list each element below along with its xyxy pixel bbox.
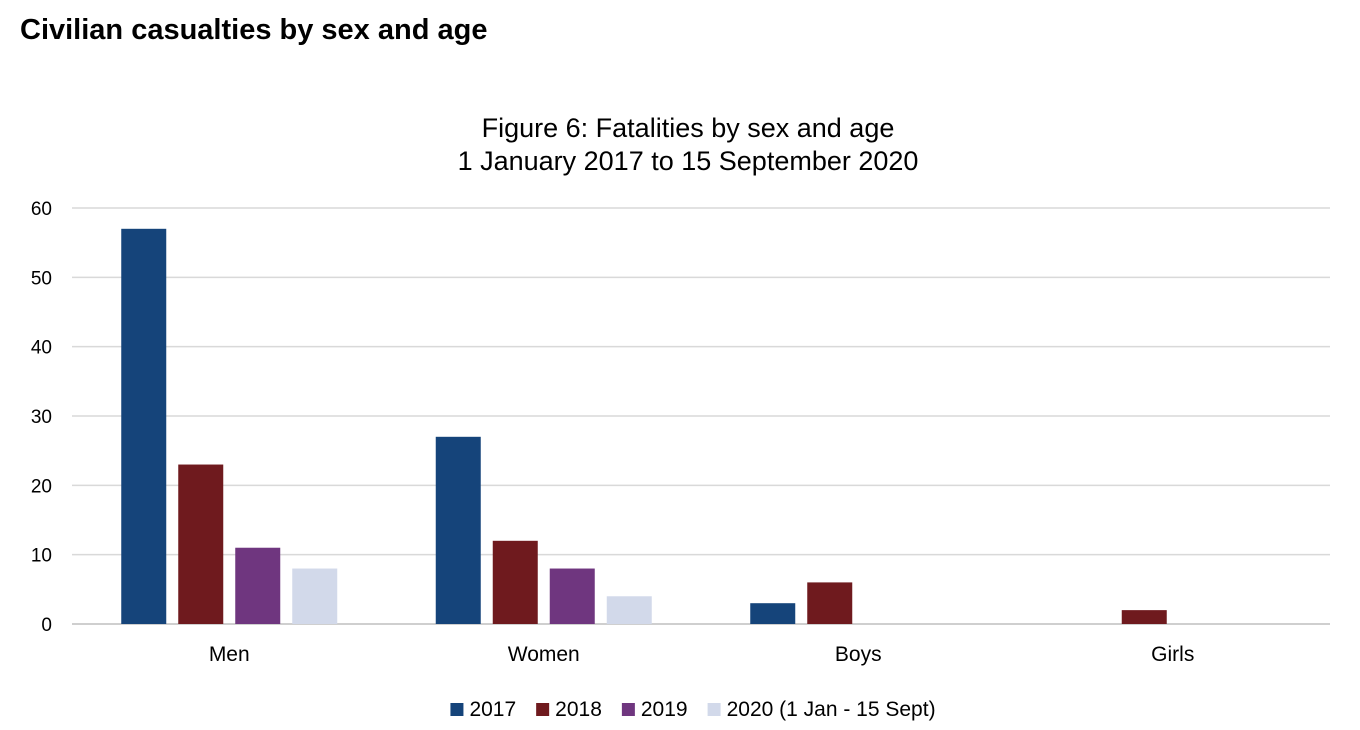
- x-category-label: Girls: [1151, 643, 1194, 666]
- bar-boys-1: [807, 582, 853, 624]
- y-tick-label: 40: [31, 338, 52, 359]
- legend-swatch: [621, 703, 635, 716]
- bar-women-1: [492, 540, 538, 624]
- bar-men-0: [121, 228, 167, 625]
- bar-men-1: [178, 464, 224, 624]
- legend-item: 2019: [621, 698, 688, 721]
- bar-boys-0: [750, 603, 796, 624]
- legend-item: 2018: [536, 698, 602, 721]
- y-tick-label: 50: [31, 268, 52, 289]
- gridlines: [72, 207, 1330, 625]
- x-category-label: Men: [209, 643, 250, 666]
- x-category-label: Women: [508, 643, 580, 666]
- legend-swatch: [450, 703, 464, 716]
- y-tick-label: 30: [31, 407, 52, 428]
- legend: 2017 2018 2019 2020 (1 Jan - 15 Sept): [450, 698, 936, 721]
- x-category-label: Boys: [835, 643, 882, 666]
- legend-label: 2017: [469, 698, 516, 721]
- legend-swatch: [707, 703, 721, 716]
- y-tick-label: 20: [31, 476, 52, 497]
- legend-swatch: [536, 703, 550, 716]
- legend-label: 2020 (1 Jan - 15 Sept): [727, 698, 936, 721]
- bar-women-3: [606, 596, 652, 624]
- legend-label: 2018: [555, 698, 602, 721]
- bar-men-2: [235, 547, 281, 624]
- bar-women-2: [549, 568, 595, 624]
- bars: [121, 228, 1167, 625]
- y-tick-label: 10: [31, 546, 52, 567]
- legend-label: 2019: [641, 698, 688, 721]
- y-tick-label: 60: [31, 199, 52, 220]
- section-heading: Civilian casualties by sex and age: [20, 14, 488, 46]
- x-axis-categories: Men Women Boys Girls: [209, 643, 1195, 666]
- chart-title: Figure 6: Fatalities by sex and age: [482, 113, 895, 143]
- legend-item: 2020 (1 Jan - 15 Sept): [707, 698, 936, 721]
- bar-men-3: [292, 568, 338, 624]
- bar-girls-1: [1121, 610, 1167, 624]
- chart-subtitle: 1 January 2017 to 15 September 2020: [458, 146, 919, 176]
- bar-women-0: [435, 436, 481, 624]
- legend-item: 2017: [450, 698, 516, 721]
- y-axis-ticks: 0 10 20 30 40 50 60: [31, 199, 52, 636]
- y-tick-label: 0: [41, 615, 52, 636]
